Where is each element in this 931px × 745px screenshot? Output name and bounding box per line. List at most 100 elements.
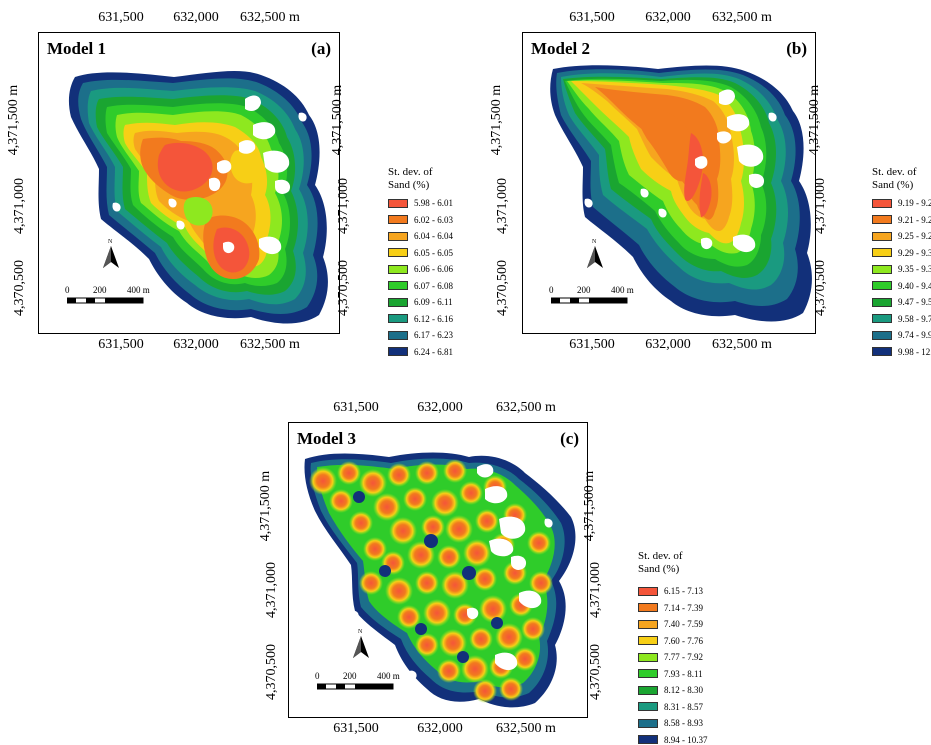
legend-item: 6.07 - 6.08 [388,281,453,291]
legend-title: St. dev. of Sand (%) [388,166,433,191]
legend-item: 6.02 - 6.03 [388,215,453,225]
legend-swatch [872,264,892,274]
y-tick-left: 4,371,000 [12,178,27,234]
legend-item: 7.60 - 7.76 [638,636,703,646]
legend-swatch [388,231,408,241]
x-tick-top: 631,500 [569,10,615,25]
legend-label: 6.06 - 6.06 [414,264,453,274]
legend-swatch [388,314,408,323]
x-tick-bottom: 631,500 [569,337,615,352]
legend-item: 8.31 - 8.57 [638,702,703,712]
x-tick-bottom: 632,500 m [240,337,300,352]
legend-item: 9.21 - 9.24 [872,215,931,225]
legend-swatch [638,669,658,678]
x-tick-bottom: 632,500 m [712,337,772,352]
scale-label: 0 [65,285,70,295]
legend-item: 6.09 - 6.11 [388,297,453,307]
north-arrow-icon: N [101,239,121,269]
legend-item: 9.29 - 9.34 [872,248,931,258]
legend-swatch [872,347,892,356]
model-title: Model 2 [531,39,591,58]
scale-bar: 0 200 400 m [549,285,689,315]
legend-label: 6.09 - 6.11 [414,297,453,307]
scale-label: 0 [549,285,554,295]
legend-label: 6.04 - 6.04 [414,231,453,241]
x-tick-bottom: 632,000 [417,721,463,736]
map-frame: Model 1 (a) N 0 200 400 m [38,32,340,334]
legend-item: 9.25 - 9.28 [872,231,931,241]
north-label: N [358,629,363,635]
model-title: Model 1 [47,39,107,58]
scale-label: 200 [93,285,107,295]
legend-swatch [872,314,892,323]
legend-item: 5.98 - 6.01 [388,198,453,208]
legend-label: 6.15 - 7.13 [664,586,703,596]
legend-swatch [638,636,658,645]
legend-item: 9.19 - 9.20 [872,198,931,208]
y-tick-right: 4,370,500 [336,260,351,316]
legend-item: 9.74 - 9.97 [872,330,931,340]
std-dev-map [68,71,328,324]
map-frame: Model 3 (c) N 0 200 400 m [288,422,588,718]
legend-label: 5.98 - 6.01 [414,198,453,208]
y-tick-left: 4,370,500 [12,260,27,316]
legend-item: 6.12 - 6.16 [388,314,453,324]
legend-swatch [638,603,658,612]
legend-swatch [638,619,658,629]
legend-item: 6.24 - 6.81 [388,347,453,357]
y-tick-right: 4,370,500 [588,644,603,700]
legend-swatch [388,281,408,290]
legend-swatch [638,718,658,728]
legend-swatch [388,264,408,274]
legend-label: 9.21 - 9.24 [898,214,931,225]
legend-swatch [388,330,408,340]
y-tick-left: 4,370,500 [495,260,510,316]
legend-label: 9.58 - 9.73 [898,313,931,324]
map-frame: Model 2 (b) N 0 200 400 m [522,32,816,334]
legend-label: 9.25 - 9.28 [898,231,931,241]
legend-swatch [872,231,892,241]
std-dev-map [304,452,576,708]
north-label: N [592,239,597,245]
legend-swatch [638,735,658,744]
panel-letter: (c) [560,429,579,448]
legend-item: 6.04 - 6.04 [388,231,453,241]
x-tick-bottom: 632,000 [645,337,691,352]
legend-swatch [638,586,658,596]
legend-swatch [872,198,892,208]
scale-bar: 0 200 400 m [315,671,455,701]
legend-swatch [638,652,658,662]
y-tick-left: 4,371,500 m [6,84,22,156]
legend-item: 6.06 - 6.06 [388,264,453,274]
panel-model-3: 631,500 632,000 632,500 m [250,392,720,745]
x-tick-top: 632,000 [173,10,219,25]
legend-label: 6.17 - 6.23 [414,330,453,340]
legend-swatch [638,685,658,695]
legend-swatch [872,297,892,307]
scale-label: 200 [577,285,591,295]
y-tick-right: 4,371,500 m [807,84,823,156]
y-tick-left: 4,370,500 [264,644,279,700]
legend-label: 7.40 - 7.59 [664,619,703,629]
legend-swatch [388,215,408,224]
x-tick-top: 632,500 m [712,10,772,25]
legend-label: 6.05 - 6.05 [414,247,453,258]
legend-label: 8.31 - 8.57 [664,701,703,712]
panel-letter: (b) [786,39,807,58]
legend-item: 7.14 - 7.39 [638,603,703,613]
legend-item: 6.15 - 7.13 [638,586,703,596]
legend-item: 9.40 - 9.46 [872,281,931,291]
y-tick-left: 4,371,500 m [258,470,274,542]
legend-label: 7.93 - 8.11 [664,668,703,679]
x-tick-top: 632,500 m [496,400,556,415]
legend-swatch [388,297,408,307]
x-tick-top: 631,500 [98,10,144,25]
std-dev-map [550,65,812,322]
legend-label: 8.12 - 8.30 [664,685,703,695]
scale-bar: 0 200 400 m [65,285,205,315]
panel-model-1: 631,500 632,000 632,500 m [0,0,470,357]
y-tick-left: 4,371,000 [264,562,279,618]
legend-label: 9.29 - 9.34 [898,247,931,258]
legend-label: 9.40 - 9.46 [898,280,931,291]
legend-item: 8.58 - 8.93 [638,718,703,728]
